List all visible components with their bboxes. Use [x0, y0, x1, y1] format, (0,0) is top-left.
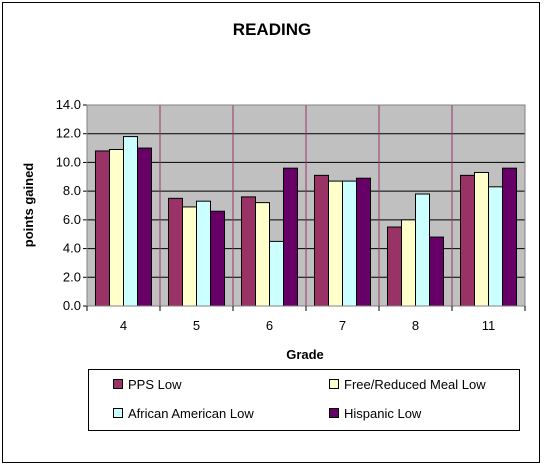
bar — [255, 202, 270, 307]
y-tick-label: 8.0 — [63, 183, 81, 198]
bar — [109, 149, 124, 307]
legend-item: PPS Low — [113, 376, 181, 392]
bar — [401, 219, 416, 307]
legend-swatch — [113, 408, 123, 418]
legend-label: PPS Low — [128, 376, 182, 392]
legend-label: Free/Reduced Meal Low — [344, 376, 486, 392]
bar — [502, 167, 517, 307]
chart-title: READING — [232, 20, 312, 39]
legend-item: Free/Reduced Meal Low — [329, 376, 486, 392]
bar — [387, 226, 402, 307]
legend-item: Hispanic Low — [329, 405, 421, 421]
plot-area: 0.0 2.0 4.0 6.0 8.0 10.0 12.0 14.0 4 5 6 7 8 11 — [56, 97, 526, 333]
bar — [342, 180, 357, 307]
bar — [460, 174, 475, 307]
y-axis-title: points gained — [21, 163, 36, 248]
x-tick-label: 11 — [482, 318, 496, 333]
x-axis-title: Grade — [286, 347, 324, 362]
legend: PPS Low Free/Reduced Meal Low African Am… — [88, 369, 520, 431]
y-tick-label: 14.0 — [56, 97, 81, 112]
bar — [283, 167, 298, 307]
y-tick-label: 2.0 — [63, 269, 81, 284]
bar — [123, 136, 138, 307]
y-tick-label: 4.0 — [63, 241, 81, 256]
legend-label: African American Low — [128, 405, 254, 421]
x-tick-label: 7 — [339, 318, 346, 333]
x-tick-label: 5 — [193, 318, 200, 333]
y-tick-label: 0.0 — [63, 298, 81, 313]
bar — [269, 240, 284, 307]
legend-item: African American Low — [113, 405, 254, 421]
bar — [137, 147, 152, 307]
bar — [314, 174, 329, 307]
x-tick-label: 4 — [120, 318, 127, 333]
y-tick-label: 12.0 — [56, 126, 81, 141]
x-tick-label: 8 — [412, 318, 419, 333]
bar — [488, 186, 503, 307]
bar — [95, 150, 110, 307]
bar — [168, 197, 183, 307]
legend-swatch — [329, 408, 339, 418]
bar — [429, 236, 444, 307]
bar — [182, 206, 197, 307]
y-tick-label: 10.0 — [56, 154, 81, 169]
legend-swatch — [329, 379, 339, 389]
x-tick-label: 6 — [266, 318, 273, 333]
bar — [415, 193, 430, 307]
bar — [196, 200, 211, 307]
bar — [474, 171, 489, 307]
bar — [356, 177, 371, 307]
bar — [210, 210, 225, 307]
legend-swatch — [113, 379, 123, 389]
legend-label: Hispanic Low — [344, 405, 422, 421]
bar — [328, 180, 343, 307]
y-tick-label: 6.0 — [63, 212, 81, 227]
bar — [241, 196, 256, 307]
